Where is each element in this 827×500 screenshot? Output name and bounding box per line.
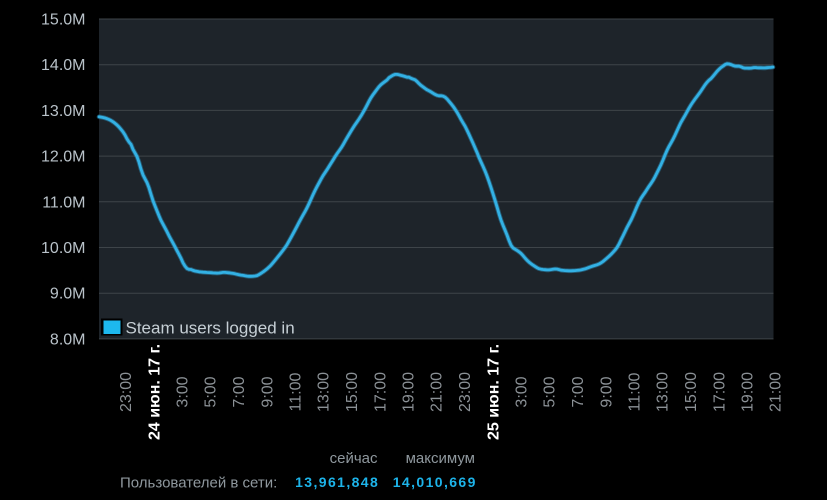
svg-text:11:00: 11:00 — [288, 372, 305, 411]
svg-text:7:00: 7:00 — [231, 376, 248, 407]
svg-text:17:00: 17:00 — [711, 372, 728, 412]
svg-text:максимум: максимум — [406, 450, 475, 467]
svg-text:5:00: 5:00 — [203, 376, 220, 407]
svg-text:17:00: 17:00 — [372, 372, 389, 412]
svg-text:24 июн. 17 г.: 24 июн. 17 г. — [146, 344, 163, 440]
svg-text:11:00: 11:00 — [627, 372, 644, 411]
svg-text:3:00: 3:00 — [514, 376, 531, 407]
svg-text:14,010,669: 14,010,669 — [393, 474, 477, 490]
svg-text:13.0M: 13.0M — [41, 103, 85, 120]
svg-text:21:00: 21:00 — [429, 372, 446, 412]
svg-text:7:00: 7:00 — [570, 376, 587, 407]
svg-text:9:00: 9:00 — [598, 376, 615, 407]
svg-text:15.0M: 15.0M — [41, 12, 85, 29]
svg-text:Steam users logged in: Steam users logged in — [126, 319, 295, 338]
svg-text:11.0M: 11.0M — [42, 194, 85, 211]
svg-text:23:00: 23:00 — [118, 372, 135, 412]
svg-text:9:00: 9:00 — [259, 376, 276, 407]
svg-text:10.0M: 10.0M — [41, 240, 85, 257]
svg-text:15:00: 15:00 — [683, 372, 700, 412]
svg-text:14.0M: 14.0M — [41, 57, 85, 74]
svg-text:19:00: 19:00 — [740, 372, 757, 412]
svg-text:13,961,848: 13,961,848 — [295, 474, 379, 490]
svg-text:сейчас: сейчас — [330, 450, 378, 467]
svg-text:8.0M: 8.0M — [50, 331, 86, 348]
svg-text:Пользователей в сети:: Пользователей в сети: — [120, 475, 277, 492]
svg-text:13:00: 13:00 — [655, 372, 672, 412]
svg-text:19:00: 19:00 — [401, 372, 418, 412]
svg-text:25 июн. 17 г.: 25 июн. 17 г. — [485, 344, 502, 440]
svg-text:13:00: 13:00 — [316, 372, 333, 412]
svg-text:15:00: 15:00 — [344, 372, 361, 412]
svg-text:23:00: 23:00 — [457, 372, 474, 412]
svg-text:3:00: 3:00 — [175, 376, 192, 407]
svg-text:5:00: 5:00 — [542, 376, 559, 407]
svg-text:9.0M: 9.0M — [50, 286, 86, 303]
svg-text:12.0M: 12.0M — [41, 149, 85, 166]
svg-text:21:00: 21:00 — [768, 372, 785, 412]
